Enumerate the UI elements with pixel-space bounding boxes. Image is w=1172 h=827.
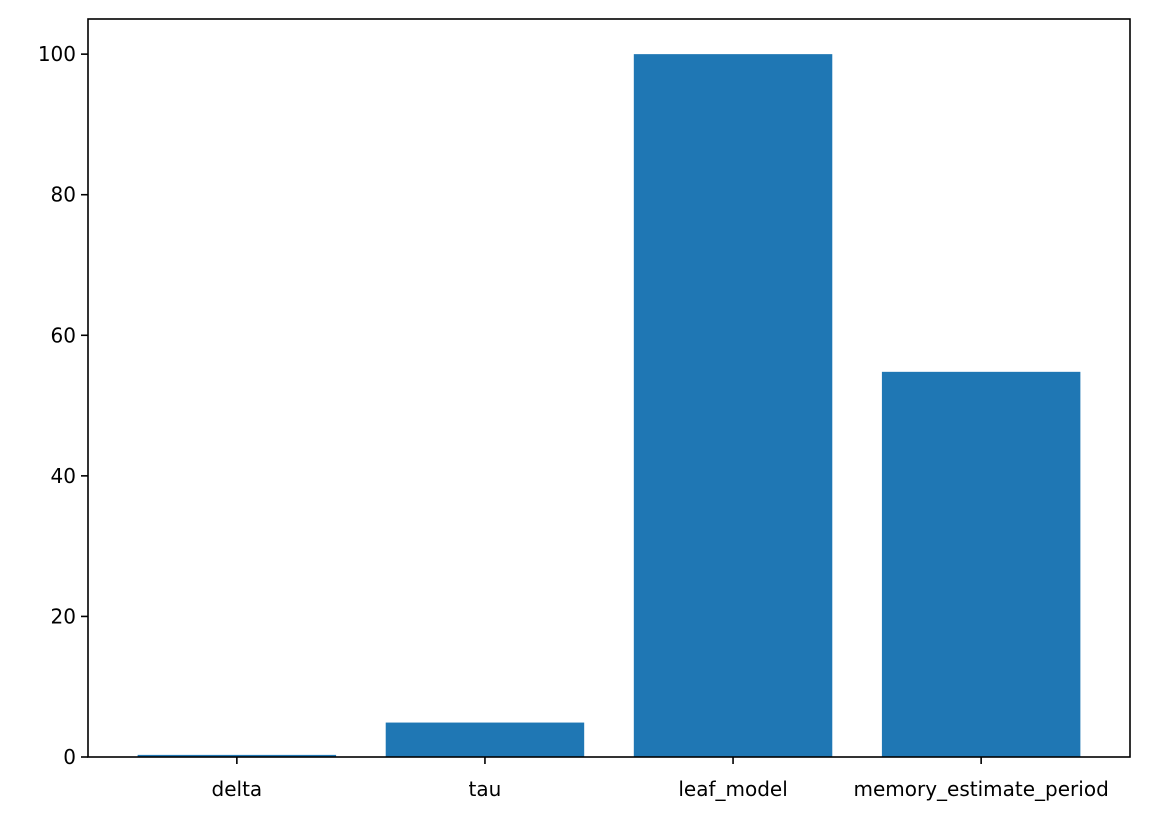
x-tick-label: leaf_model <box>678 777 787 801</box>
y-tick-label: 60 <box>51 323 76 347</box>
x-tick-label: delta <box>212 777 263 801</box>
bar-delta <box>137 754 337 757</box>
x-tick-label: tau <box>469 777 502 801</box>
bar-tau <box>385 722 585 757</box>
x-tick-label: memory_estimate_period <box>853 777 1108 801</box>
y-tick-label: 0 <box>63 745 76 769</box>
x-axis: delta tau leaf_model memory_estimate_period <box>212 757 1109 801</box>
y-axis: 0 20 40 60 80 100 <box>38 42 88 769</box>
y-tick-label: 20 <box>51 604 76 628</box>
y-tick-label: 100 <box>38 42 76 66</box>
bar-memory-estimate-period <box>881 371 1081 757</box>
y-tick-label: 40 <box>51 464 76 488</box>
bar-leaf-model <box>633 54 833 757</box>
y-tick-label: 80 <box>51 183 76 207</box>
bars-group <box>137 54 1081 757</box>
plot-frame <box>87 18 1131 758</box>
